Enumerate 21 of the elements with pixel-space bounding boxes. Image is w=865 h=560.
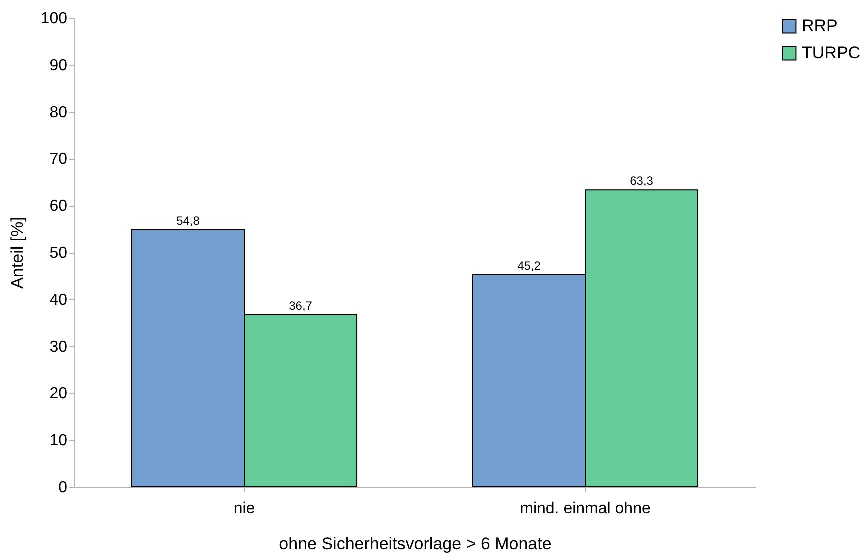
x-axis-title: ohne Sicherheitsvorlage > 6 Monate (279, 534, 552, 554)
x-tick-label: mind. einmal ohne (520, 500, 651, 518)
y-tick-label: 30 (50, 338, 68, 356)
y-tick-label: 80 (50, 104, 68, 122)
x-tick-label: nie (234, 500, 256, 518)
y-tick-label: 10 (50, 432, 68, 450)
y-tick-label: 70 (50, 151, 68, 168)
y-tick-label: 50 (50, 245, 68, 262)
data-label: 45,2 (518, 259, 542, 274)
y-tick-label: 40 (50, 292, 68, 309)
data-label: 63,3 (630, 174, 654, 188)
y-axis-title: Anteil [%] (8, 217, 27, 289)
legend-label: RRP (802, 16, 838, 36)
data-label: 54,8 (176, 214, 200, 228)
y-tick-label: 0 (58, 480, 68, 496)
y-tick-label: 90 (50, 57, 68, 74)
y-tick-label: 20 (50, 386, 68, 403)
legend-label: TURPC (802, 44, 861, 62)
data-label: 36,7 (289, 298, 313, 313)
y-tick-label: 60 (50, 198, 68, 216)
y-tick-label: 100 (40, 10, 68, 28)
